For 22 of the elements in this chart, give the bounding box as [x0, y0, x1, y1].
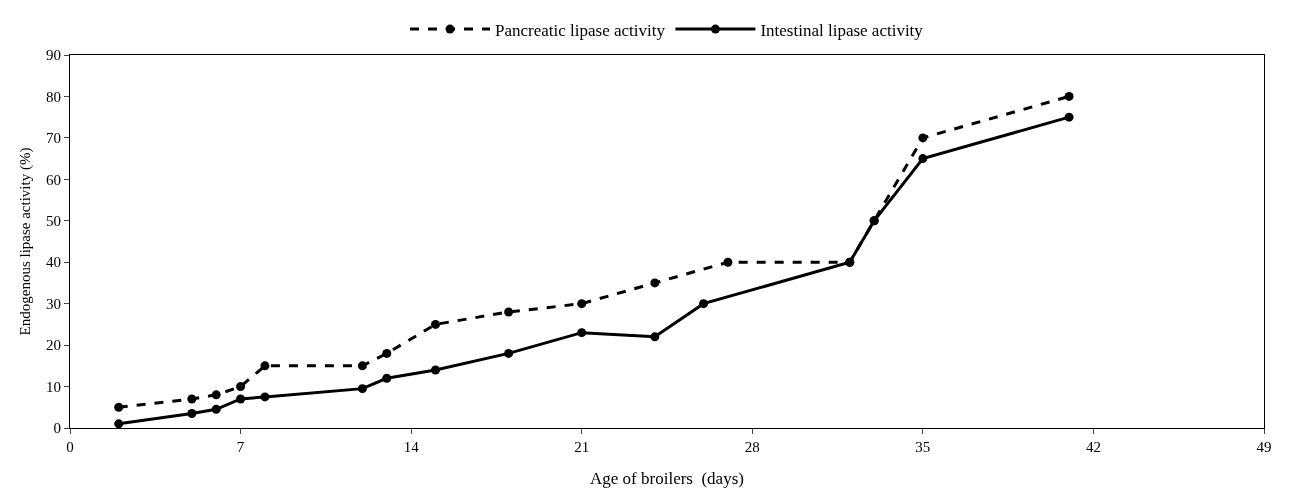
y-tick-label: 10: [46, 378, 61, 395]
y-tick-label: 80: [46, 88, 61, 105]
y-tick-label: 60: [46, 171, 61, 188]
y-tick-label: 0: [53, 420, 61, 437]
x-axis-title: Age of broilers (days): [590, 469, 744, 488]
legend-label: Pancreatic lipase activity: [495, 20, 666, 40]
x-tick-label: 35: [915, 439, 931, 455]
x-tick-label: 42: [1085, 439, 1101, 455]
y-tick-label: 20: [46, 337, 61, 354]
legend-label: Intestinal lipase activity: [760, 20, 924, 40]
x-tick-label: 28: [744, 439, 760, 455]
x-tick-label: 49: [1256, 439, 1272, 455]
y-tick-label: 50: [46, 213, 61, 230]
y-tick-label: 40: [46, 254, 61, 271]
x-tick-label: 14: [403, 439, 420, 455]
y-axis-title: Endogenous lipase activity (%): [17, 147, 34, 336]
y-tick-label: 70: [46, 130, 61, 147]
x-tick-label: 0: [66, 439, 74, 455]
y-tick-label: 90: [46, 47, 61, 64]
x-tick-label: 21: [574, 439, 590, 455]
y-tick-label: 30: [46, 295, 61, 312]
x-tick-label: 7: [236, 439, 245, 455]
